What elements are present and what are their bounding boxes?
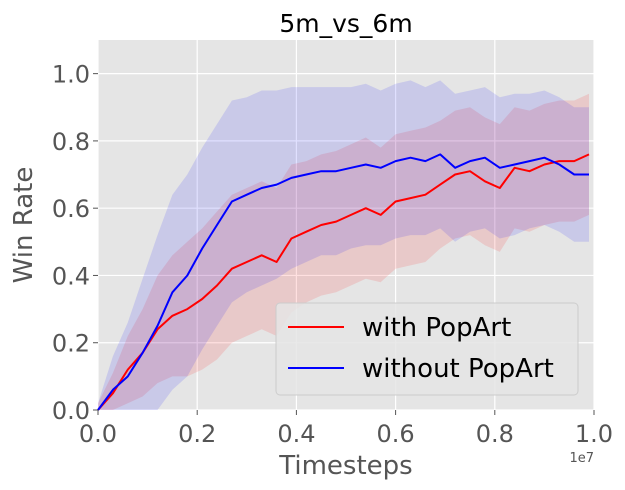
y-ticks: 0.0 0.2 0.4 0.6 0.8 1.0 — [52, 61, 98, 425]
y-tick-label: 1.0 — [52, 61, 90, 89]
line-series-1 — [97, 153, 589, 411]
x-tick-label: 1.0 — [575, 420, 613, 448]
x-tick-label: 0.2 — [178, 420, 216, 448]
x-tick-label: 0.8 — [476, 420, 514, 448]
x-ticks: 0.0 0.2 0.4 0.6 0.8 1.0 — [79, 410, 613, 448]
legend-box — [275, 302, 579, 396]
y-tick-label: 0.2 — [52, 330, 90, 358]
y-tick-label: 0.0 — [52, 397, 90, 425]
legend-label-without-popart: without PopArt — [362, 354, 554, 384]
y-tick-label: 0.4 — [52, 262, 90, 290]
y-tick-label: 0.8 — [52, 128, 90, 156]
x-offset-label: 1e7 — [569, 451, 594, 466]
legend-label-with-popart: with PopArt — [362, 313, 511, 343]
x-axis-label: Timesteps — [278, 451, 412, 481]
x-tick-label: 0.4 — [277, 420, 315, 448]
legend: with PopArt without PopArt — [275, 302, 579, 396]
chart-title: 5m_vs_6m — [279, 9, 412, 38]
line-series-0 — [97, 153, 590, 411]
grid — [97, 40, 595, 411]
series-lines — [97, 153, 590, 411]
x-tick-label: 0.0 — [79, 420, 117, 448]
y-axis-label: Win Rate — [9, 167, 39, 284]
x-tick-label: 0.6 — [377, 420, 415, 448]
y-tick-label: 0.6 — [52, 195, 90, 223]
